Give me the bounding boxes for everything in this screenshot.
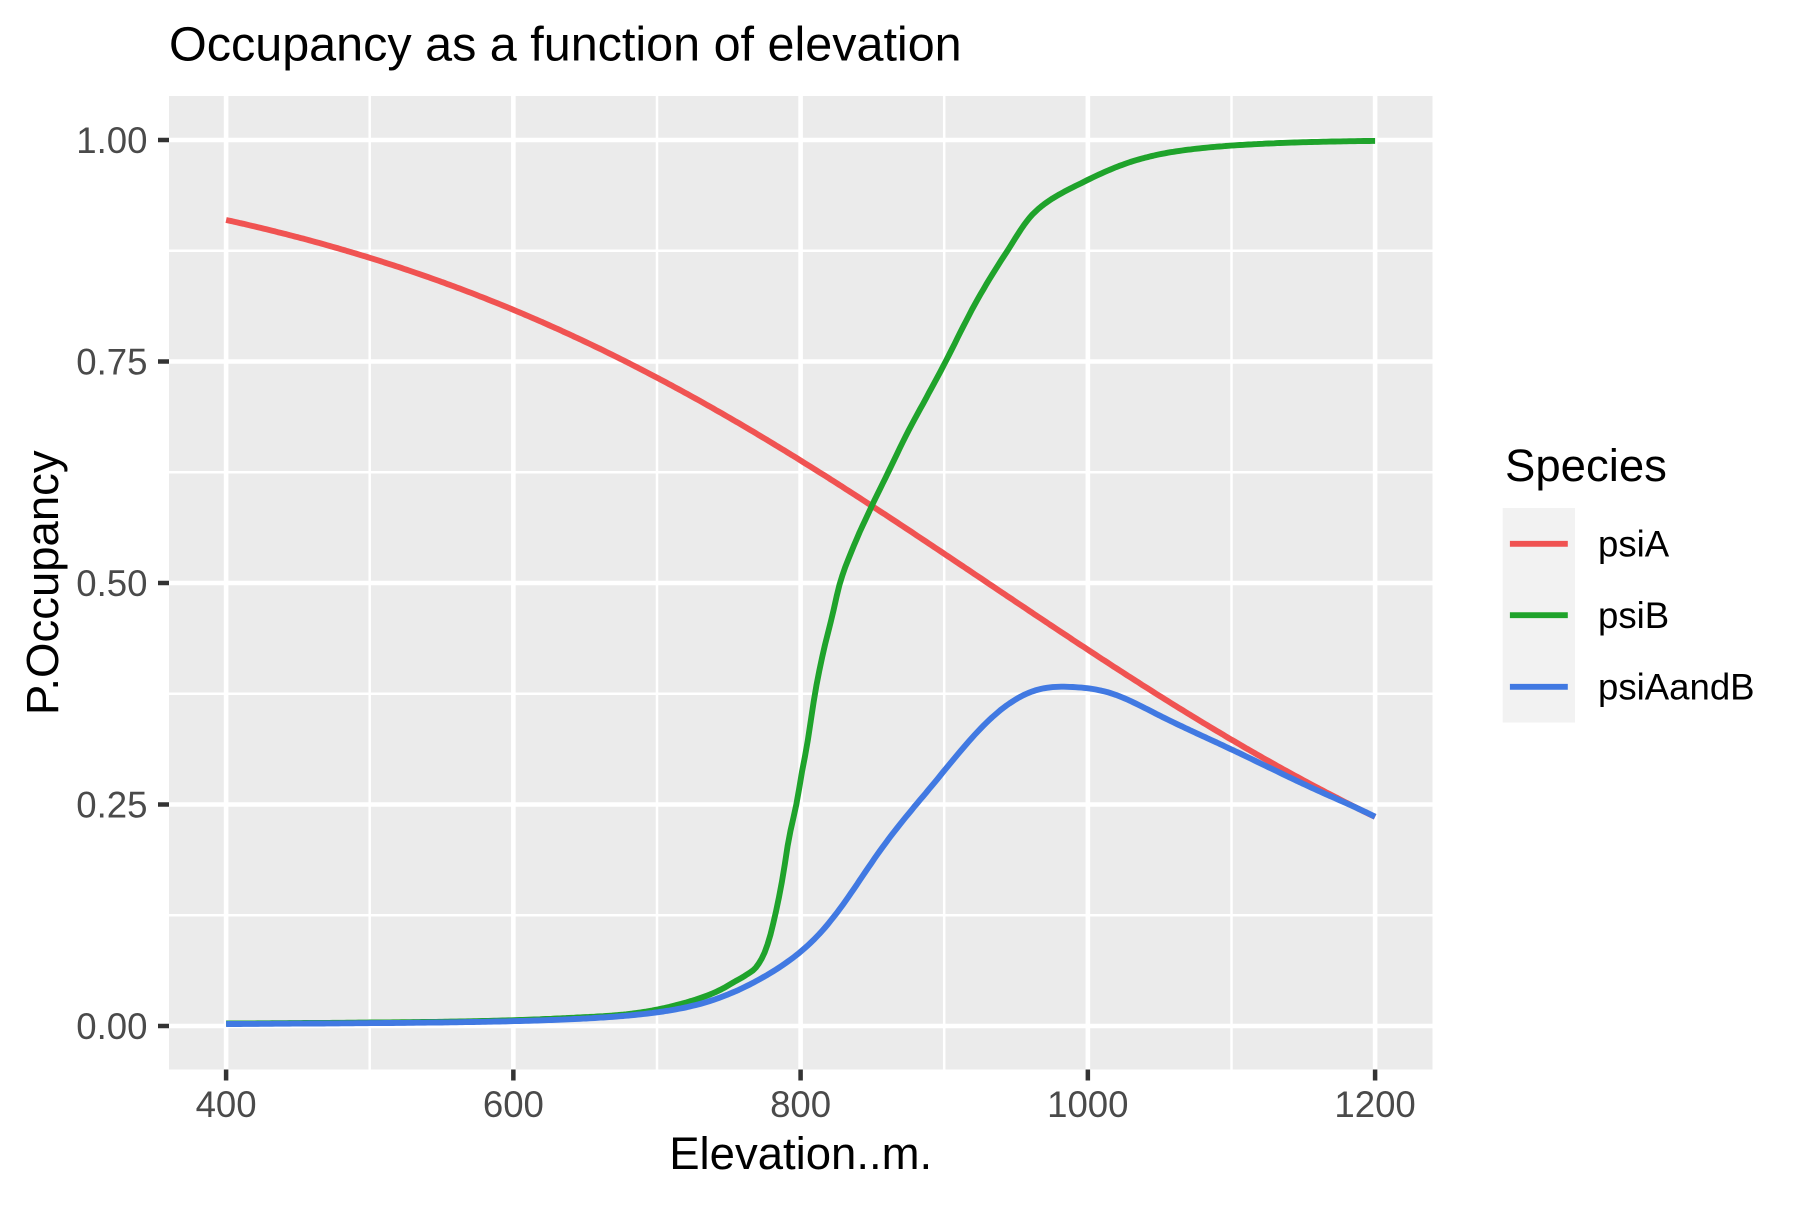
svg-text:0.00: 0.00 bbox=[76, 1006, 147, 1047]
svg-text:800: 800 bbox=[770, 1084, 831, 1125]
svg-text:psiA: psiA bbox=[1598, 524, 1670, 565]
svg-text:psiAandB: psiAandB bbox=[1598, 667, 1755, 708]
svg-text:P.Occupancy: P.Occupancy bbox=[17, 450, 68, 715]
svg-text:1000: 1000 bbox=[1047, 1084, 1128, 1125]
svg-text:Elevation..m.: Elevation..m. bbox=[669, 1128, 932, 1179]
svg-text:psiB: psiB bbox=[1598, 595, 1669, 636]
svg-text:0.25: 0.25 bbox=[76, 784, 147, 825]
svg-text:0.75: 0.75 bbox=[76, 341, 147, 382]
svg-text:1.00: 1.00 bbox=[76, 120, 147, 161]
svg-text:Occupancy as a function of ele: Occupancy as a function of elevation bbox=[169, 18, 962, 72]
svg-text:1200: 1200 bbox=[1334, 1084, 1415, 1125]
svg-text:400: 400 bbox=[196, 1084, 257, 1125]
svg-text:600: 600 bbox=[483, 1084, 544, 1125]
svg-text:0.50: 0.50 bbox=[76, 563, 147, 604]
svg-text:Species: Species bbox=[1505, 440, 1667, 491]
